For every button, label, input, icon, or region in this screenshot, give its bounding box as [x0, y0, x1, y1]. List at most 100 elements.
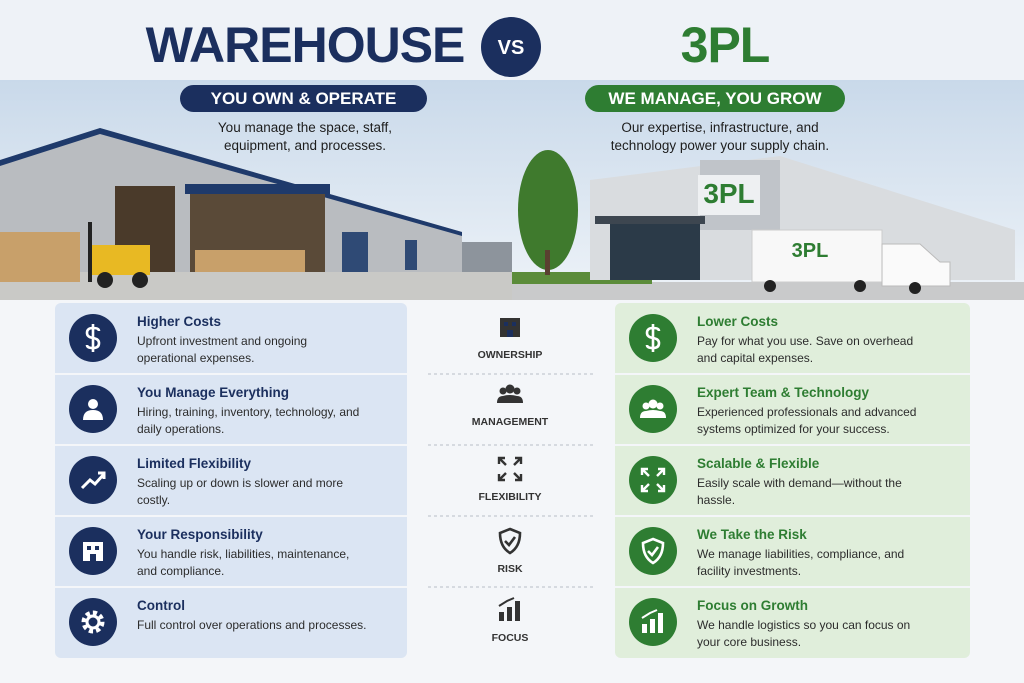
truck-cab: [881, 243, 951, 287]
row-icon: [641, 537, 665, 565]
truck-sign: 3PL: [791, 240, 829, 262]
vs-badge: [481, 17, 541, 77]
row-icon: [640, 399, 666, 418]
canopy: [595, 216, 705, 224]
row-title: Expert Team & Technology: [697, 385, 870, 400]
criterion-icon: [497, 456, 523, 482]
row-icon-bg: [629, 385, 677, 433]
icon-part: [499, 612, 504, 621]
right-tagline: WE MANAGE, YOU GROW: [608, 89, 822, 108]
left-pill: [180, 85, 427, 112]
row-icon: [80, 471, 106, 490]
icon-part: [640, 467, 666, 493]
row-title: You Manage Everything: [137, 385, 290, 400]
icon-part: [507, 607, 512, 621]
icon-part: [641, 537, 665, 565]
row-text: Scaling up or down is slower and more co…: [137, 476, 344, 507]
canopy: [185, 184, 330, 194]
row-icon: [641, 609, 663, 633]
wheel: [764, 280, 776, 292]
icon-part: [95, 546, 99, 550]
criterion-icon: [498, 527, 522, 555]
wheel: [97, 272, 113, 288]
building-sign: 3PL: [703, 178, 755, 209]
icon-part: [642, 624, 647, 633]
row-icon: [83, 399, 103, 420]
icon-part: [641, 609, 658, 619]
row-title: Scalable & Flexible: [697, 456, 820, 471]
criterion-label: RISK: [497, 563, 523, 575]
icon-part: [656, 402, 664, 410]
wheel: [909, 282, 921, 294]
icon-part: [504, 536, 517, 547]
right-panel: [615, 303, 970, 658]
icon-part: [658, 613, 663, 633]
icon-part: [498, 597, 515, 607]
row-text: Experienced professionals and advanced s…: [697, 405, 917, 436]
icon-part: [512, 322, 516, 326]
row-title: Limited Flexibility: [137, 456, 252, 471]
right-title: 3PL: [680, 17, 771, 73]
row-title: Focus on Growth: [697, 598, 808, 613]
left-tagline: YOU OWN & OPERATE: [210, 89, 397, 108]
row-icon: [85, 324, 101, 352]
row-title: Lower Costs: [697, 314, 779, 329]
row-title: We Take the Risk: [697, 527, 807, 542]
icon-part: [88, 399, 98, 409]
icon-part: [497, 456, 523, 482]
row-icon-bg: [629, 456, 677, 504]
row-icon-bg: [629, 527, 677, 575]
forklift-mast: [88, 222, 92, 282]
wheel: [132, 272, 148, 288]
icon-part: [642, 402, 650, 410]
row-icon: [83, 542, 103, 561]
criterion-label: MANAGEMENT: [471, 416, 549, 428]
sign-plate: [698, 175, 760, 215]
right-pill: [585, 85, 845, 112]
icon-part: [85, 614, 101, 630]
right-description: Our expertise, infrastructure, and techn…: [610, 120, 830, 153]
icon-part: [98, 471, 106, 479]
trunk: [545, 250, 550, 275]
icon-part: [640, 410, 666, 418]
building-far: [462, 242, 512, 272]
icon-part: [505, 384, 515, 394]
row-icon-bg: [69, 598, 117, 646]
criterion-label: FOCUS: [491, 632, 529, 644]
row-icon: [81, 610, 105, 634]
row-text: You handle risk, liabilities, maintenanc…: [137, 547, 350, 578]
left-description: You manage the space, staff, equipment, …: [217, 120, 393, 153]
row-text: Hiring, training, inventory, technology,…: [137, 405, 360, 436]
row-text: We handle logistics so you can focus on …: [697, 618, 911, 649]
wheel: [854, 280, 866, 292]
icon-part: [650, 619, 655, 633]
row-title: Higher Costs: [137, 314, 222, 329]
boxes: [0, 232, 80, 282]
row-text: Full control over operations and process…: [137, 618, 367, 632]
icon-part: [80, 472, 106, 490]
icon-part: [504, 322, 508, 326]
door: [405, 240, 417, 270]
icon-part: [507, 330, 513, 337]
criterion-icon: [497, 384, 523, 403]
row-text: Upfront investment and ongoing operation…: [137, 334, 308, 365]
icon-part: [498, 527, 522, 555]
row-text: Easily scale with demand—without the has…: [697, 476, 902, 507]
row-icon: [640, 467, 666, 493]
ground: [0, 272, 512, 300]
criterion-icon: [500, 318, 520, 337]
icon-part: [647, 546, 660, 557]
icon-part: [81, 610, 105, 634]
icon-part: [90, 554, 96, 561]
tree: [518, 150, 578, 270]
row-icon-bg: [69, 456, 117, 504]
row-title: Your Responsibility: [137, 527, 263, 542]
row-title: Control: [137, 598, 185, 613]
icon-part: [497, 395, 523, 403]
icon-part: [513, 387, 521, 395]
icon-part: [648, 399, 658, 409]
icon-part: [499, 387, 507, 395]
